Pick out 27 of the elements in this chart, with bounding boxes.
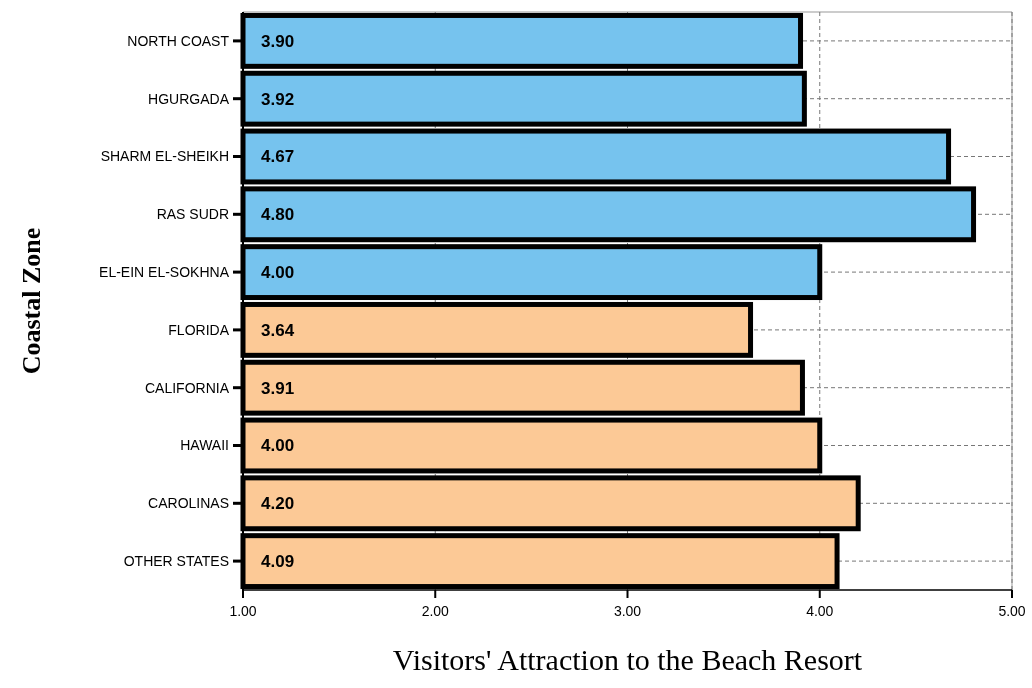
data-label: 3.92 <box>261 89 295 109</box>
data-label: 4.00 <box>261 436 295 456</box>
data-label: 4.20 <box>261 494 295 514</box>
x-axis-title: Visitors' Attraction to the Beach Resort <box>392 643 863 676</box>
x-tick-label: 2.00 <box>421 603 450 619</box>
x-tick-label: 1.00 <box>229 603 257 619</box>
data-label: 4.67 <box>261 147 295 167</box>
y-axis-title: Coastal Zone <box>17 227 46 375</box>
y-tick-label: CALIFORNIA <box>144 379 230 396</box>
data-label: 4.09 <box>261 552 295 572</box>
y-tick-label: HGURGADA <box>148 90 230 107</box>
y-tick-label: RAS SUDR <box>156 206 229 223</box>
x-tick-label: 5.00 <box>998 603 1026 619</box>
y-tick-label: HAWAII <box>180 437 229 454</box>
y-tick-label: SHARM EL-SHEIKH <box>100 148 229 165</box>
data-label: 4.80 <box>261 205 295 225</box>
y-tick-label: FLORIDA <box>168 321 230 338</box>
data-label: 3.64 <box>261 320 295 340</box>
data-label: 3.91 <box>261 378 295 398</box>
y-tick-label: OTHER STATES <box>123 553 229 569</box>
x-tick-label: 3.00 <box>613 603 642 619</box>
y-tick-label: EL-EIN EL-SOKHNA <box>99 264 230 280</box>
x-tick-label: 4.00 <box>806 603 834 619</box>
data-label: 3.90 <box>261 31 295 51</box>
y-tick-label: CAROLINAS <box>148 495 229 512</box>
y-tick-label: NORTH COAST <box>127 32 230 49</box>
data-label: 4.00 <box>261 263 295 283</box>
